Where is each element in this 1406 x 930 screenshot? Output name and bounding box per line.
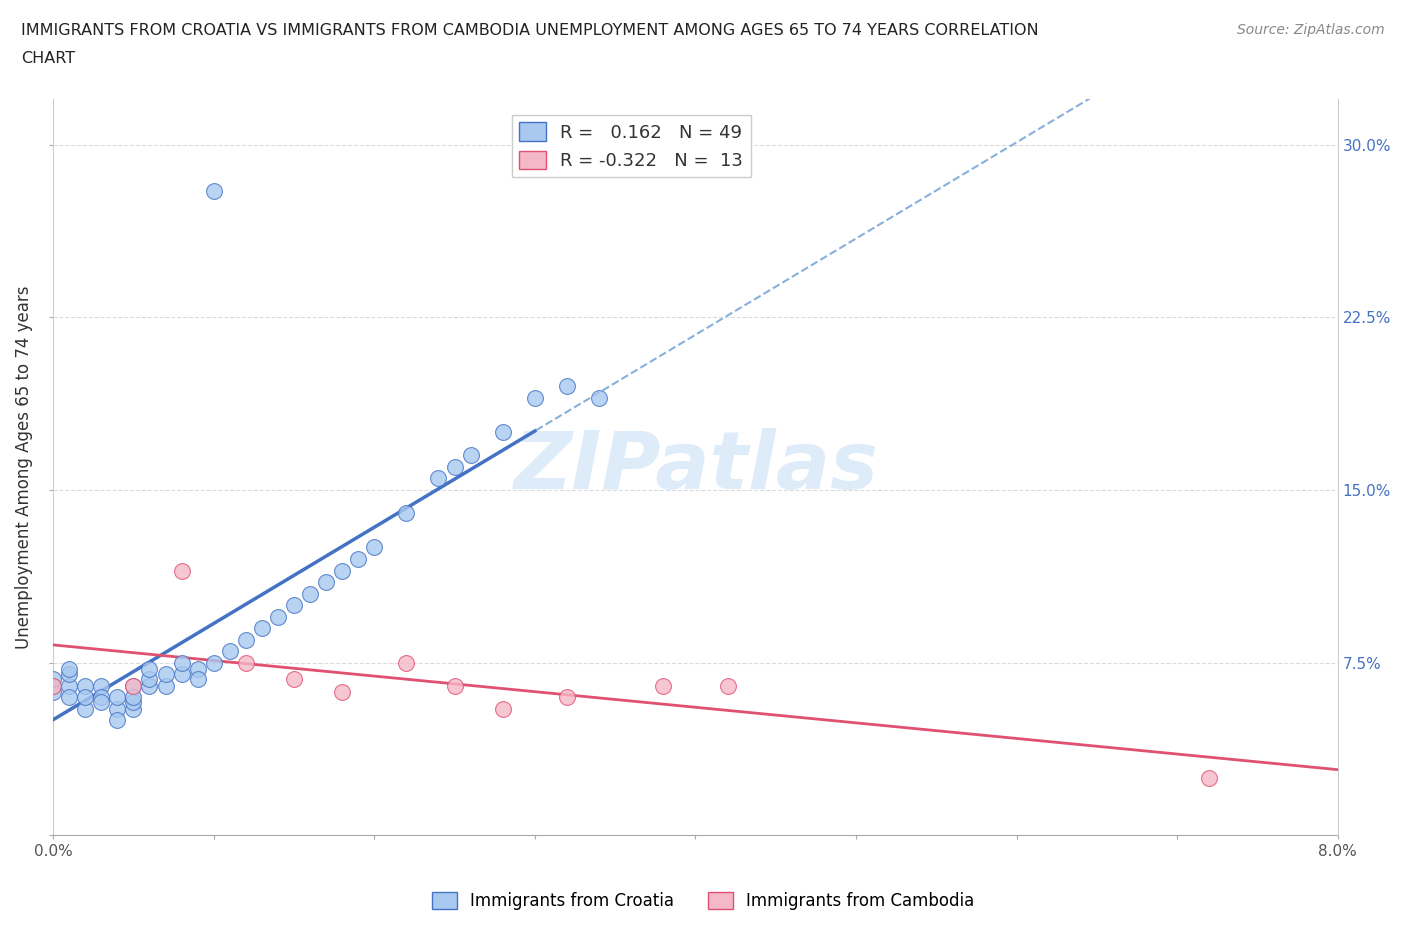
Point <box>75 701 97 716</box>
Point <box>443 459 465 474</box>
Text: CHART: CHART <box>21 51 75 66</box>
Text: IMMIGRANTS FROM CROATIA VS IMMIGRANTS FROM CAMBODIA UNEMPLOYMENT AMONG AGES 65 T: IMMIGRANTS FROM CROATIA VS IMMIGRANTS FR… <box>21 23 1039 38</box>
Point <box>138 671 160 686</box>
Point <box>395 655 418 670</box>
Text: ZIPatlas: ZIPatlas <box>513 428 877 506</box>
Point <box>155 678 177 693</box>
Point <box>588 391 610 405</box>
Point <box>122 678 145 693</box>
Point <box>555 379 578 393</box>
Point <box>202 655 225 670</box>
Point <box>235 632 257 647</box>
Point <box>299 586 322 601</box>
Point <box>460 448 482 463</box>
Point <box>105 712 128 727</box>
Point <box>138 678 160 693</box>
Point <box>170 655 193 670</box>
Point <box>427 471 450 485</box>
Point <box>42 678 65 693</box>
Point <box>395 506 418 521</box>
Point <box>122 701 145 716</box>
Point <box>138 662 160 677</box>
Point <box>187 671 209 686</box>
Point <box>443 678 465 693</box>
Point <box>90 690 112 705</box>
Point <box>155 667 177 682</box>
Point <box>218 644 240 658</box>
Point <box>347 551 370 566</box>
Point <box>235 655 257 670</box>
Point <box>105 690 128 705</box>
Point <box>105 701 128 716</box>
Point <box>652 678 675 693</box>
Point <box>75 678 97 693</box>
Point <box>58 667 80 682</box>
Point <box>363 540 385 555</box>
Point <box>283 671 305 686</box>
Point <box>58 690 80 705</box>
Point <box>187 662 209 677</box>
Point <box>42 685 65 700</box>
Legend: R =   0.162   N = 49, R = -0.322   N =  13: R = 0.162 N = 49, R = -0.322 N = 13 <box>512 115 751 178</box>
Point <box>315 575 337 590</box>
Point <box>523 391 546 405</box>
Point <box>492 701 515 716</box>
Point <box>283 598 305 613</box>
Point <box>492 425 515 440</box>
Point <box>330 685 353 700</box>
Point <box>330 563 353 578</box>
Point <box>716 678 738 693</box>
Point <box>122 678 145 693</box>
Point <box>170 563 193 578</box>
Text: Source: ZipAtlas.com: Source: ZipAtlas.com <box>1237 23 1385 37</box>
Point <box>75 690 97 705</box>
Legend: Immigrants from Croatia, Immigrants from Cambodia: Immigrants from Croatia, Immigrants from… <box>425 885 981 917</box>
Point <box>58 678 80 693</box>
Point <box>42 678 65 693</box>
Point <box>122 695 145 710</box>
Point <box>42 671 65 686</box>
Point <box>267 609 290 624</box>
Point <box>555 690 578 705</box>
Point <box>202 183 225 198</box>
Y-axis label: Unemployment Among Ages 65 to 74 years: Unemployment Among Ages 65 to 74 years <box>15 286 32 649</box>
Point <box>170 667 193 682</box>
Point <box>122 690 145 705</box>
Point <box>58 662 80 677</box>
Point <box>90 678 112 693</box>
Point <box>250 620 273 635</box>
Point <box>90 695 112 710</box>
Point <box>1198 770 1220 785</box>
